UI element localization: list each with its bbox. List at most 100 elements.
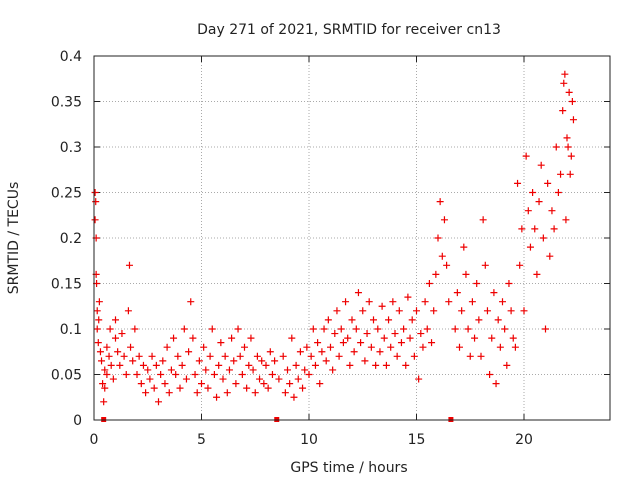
data-point — [505, 280, 513, 287]
data-point — [159, 357, 167, 365]
data-point — [419, 343, 427, 351]
data-point — [507, 307, 515, 315]
data-point — [318, 348, 326, 356]
data-point — [281, 389, 289, 397]
data-point — [202, 366, 210, 374]
data-point — [223, 389, 231, 397]
data-point — [182, 375, 190, 383]
data-point — [522, 152, 530, 160]
data-point — [99, 380, 107, 388]
data-point — [494, 316, 502, 324]
data-point — [548, 207, 556, 215]
data-point — [408, 316, 416, 324]
data-point — [172, 371, 180, 378]
data-point — [96, 348, 104, 356]
data-point — [466, 352, 474, 360]
y-tick-label: 0.3 — [60, 140, 82, 156]
data-point — [284, 366, 291, 374]
data-point — [236, 352, 244, 360]
data-point — [124, 307, 132, 315]
data-point — [185, 348, 193, 356]
data-point — [357, 339, 365, 347]
data-point — [266, 348, 274, 356]
data-point — [344, 334, 352, 342]
data-point — [200, 343, 208, 351]
data-point — [114, 348, 122, 356]
data-point — [180, 325, 188, 333]
y-tick-label: 0.2 — [60, 231, 82, 247]
data-point — [331, 330, 339, 338]
data-point — [564, 143, 572, 151]
data-point — [468, 298, 476, 306]
data-point — [95, 298, 103, 306]
data-point — [567, 152, 575, 160]
data-point — [228, 334, 236, 342]
data-point — [329, 366, 337, 374]
data-point — [363, 330, 371, 338]
data-point — [286, 380, 294, 388]
data-point — [230, 357, 238, 365]
data-point — [509, 334, 517, 342]
data-point — [415, 375, 423, 383]
data-point — [464, 325, 472, 333]
data-point — [103, 371, 111, 378]
data-point — [453, 289, 461, 297]
data-point — [139, 361, 147, 369]
data-point — [103, 343, 111, 351]
data-point — [566, 170, 574, 178]
data-point — [167, 366, 175, 374]
data-point — [518, 225, 526, 233]
y-tick-label: 0.35 — [51, 95, 82, 111]
data-point — [372, 361, 380, 369]
data-point — [561, 70, 569, 78]
data-point — [213, 393, 221, 401]
data-point — [333, 307, 341, 315]
x-tick-label: 15 — [408, 432, 426, 448]
data-point — [550, 225, 558, 233]
data-point — [562, 216, 570, 224]
data-point — [116, 361, 124, 369]
data-point — [193, 389, 201, 397]
y-tick-label: 0.25 — [51, 186, 82, 202]
data-point — [133, 371, 141, 378]
data-point — [221, 352, 229, 360]
data-point — [367, 343, 375, 351]
data-point — [292, 361, 300, 369]
axis-layer: 0 0.05 0.1 0.15 0.2 0.25 0.3 0.35 0.4 0 5 10 15 20 — [51, 49, 610, 448]
data-point — [496, 343, 504, 351]
data-point — [91, 216, 99, 224]
data-point — [187, 298, 195, 306]
data-point — [225, 366, 233, 374]
data-point — [92, 198, 100, 206]
data-point — [305, 371, 313, 378]
data-point — [93, 325, 101, 333]
data-point — [499, 298, 506, 306]
data-point — [471, 334, 479, 342]
data-point — [546, 252, 554, 260]
data-point — [137, 380, 145, 388]
data-point — [352, 325, 360, 333]
data-point — [112, 334, 119, 342]
data-point — [410, 352, 418, 360]
data-point — [445, 298, 453, 306]
data-point — [380, 334, 388, 342]
y-axis-label: SRMTID / TECUs — [6, 182, 22, 295]
data-point — [148, 352, 156, 360]
data-point — [303, 343, 311, 351]
data-point — [378, 302, 386, 310]
data-point — [208, 325, 216, 333]
data-point — [460, 243, 468, 251]
data-point — [327, 343, 334, 351]
data-point — [260, 380, 268, 388]
data-point — [294, 375, 302, 383]
data-point — [524, 207, 532, 215]
data-point — [374, 325, 382, 333]
data-point — [385, 316, 393, 324]
x-tick-label: 5 — [197, 432, 206, 448]
data-point — [95, 316, 103, 324]
data-point — [436, 198, 444, 206]
data-point — [271, 357, 279, 365]
data-point — [135, 352, 143, 360]
data-point — [514, 179, 522, 187]
data-point — [165, 389, 173, 397]
